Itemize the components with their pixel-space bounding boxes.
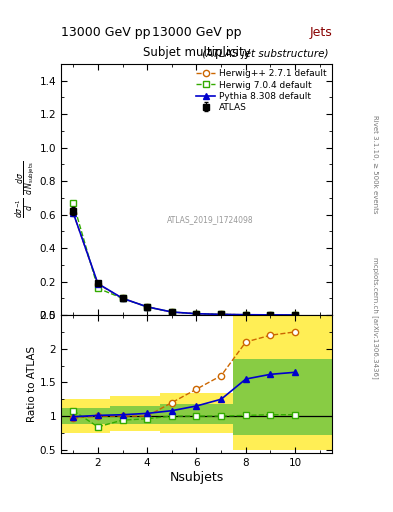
Pythia 8.308 default: [71, 210, 75, 216]
Herwig++ 2.7.1 default: [293, 312, 298, 318]
Text: ATLAS_2019_I1724098: ATLAS_2019_I1724098: [167, 215, 253, 224]
Y-axis label: Ratio to ATLAS: Ratio to ATLAS: [27, 346, 37, 422]
Pythia 8.308 default: [95, 281, 100, 287]
Herwig 7.0.4 default: [169, 309, 174, 315]
Pythia 8.308 default: [169, 309, 174, 315]
Line: Pythia 8.308 default: Pythia 8.308 default: [70, 210, 298, 318]
Herwig 7.0.4 default: [293, 312, 298, 318]
Herwig++ 2.7.1 default: [145, 304, 150, 310]
Pythia 8.308 default: [120, 295, 125, 302]
Pythia 8.308 default: [268, 312, 273, 318]
Text: Jets: Jets: [309, 26, 332, 39]
Text: Subjet multiplicity: Subjet multiplicity: [143, 46, 250, 59]
Herwig 7.0.4 default: [243, 312, 248, 318]
Herwig 7.0.4 default: [268, 312, 273, 318]
Pythia 8.308 default: [243, 312, 248, 318]
Herwig 7.0.4 default: [95, 285, 100, 291]
Text: 13000 GeV pp: 13000 GeV pp: [61, 26, 151, 39]
Pythia 8.308 default: [293, 312, 298, 318]
Pythia 8.308 default: [145, 304, 150, 310]
Legend: Herwig++ 2.7.1 default, Herwig 7.0.4 default, Pythia 8.308 default, ATLAS: Herwig++ 2.7.1 default, Herwig 7.0.4 def…: [192, 66, 330, 116]
Herwig 7.0.4 default: [219, 311, 224, 317]
Y-axis label: $\frac{d\sigma^{-1}}{d}\ \frac{d\sigma}{d\,N_{\rm subjets}}$: $\frac{d\sigma^{-1}}{d}\ \frac{d\sigma}{…: [14, 161, 37, 218]
Text: 13000 GeV pp: 13000 GeV pp: [152, 26, 241, 39]
Herwig 7.0.4 default: [194, 311, 199, 317]
Line: Herwig 7.0.4 default: Herwig 7.0.4 default: [70, 200, 298, 318]
Pythia 8.308 default: [219, 311, 224, 317]
Pythia 8.308 default: [194, 311, 199, 317]
Herwig++ 2.7.1 default: [219, 311, 224, 317]
Text: mcplots.cern.ch [arXiv:1306.3436]: mcplots.cern.ch [arXiv:1306.3436]: [372, 257, 379, 378]
Herwig++ 2.7.1 default: [169, 309, 174, 315]
Herwig++ 2.7.1 default: [95, 281, 100, 287]
Herwig++ 2.7.1 default: [268, 312, 273, 318]
Text: Rivet 3.1.10, ≥ 500k events: Rivet 3.1.10, ≥ 500k events: [372, 115, 378, 213]
Text: (ATLAS jet substructure): (ATLAS jet substructure): [199, 49, 328, 59]
Line: Herwig++ 2.7.1 default: Herwig++ 2.7.1 default: [70, 210, 298, 318]
Herwig++ 2.7.1 default: [120, 295, 125, 302]
Herwig 7.0.4 default: [145, 304, 150, 310]
X-axis label: Nsubjets: Nsubjets: [169, 471, 224, 484]
Herwig++ 2.7.1 default: [71, 210, 75, 216]
Herwig++ 2.7.1 default: [243, 312, 248, 318]
Herwig++ 2.7.1 default: [194, 311, 199, 317]
Herwig 7.0.4 default: [120, 295, 125, 302]
Herwig 7.0.4 default: [71, 200, 75, 206]
